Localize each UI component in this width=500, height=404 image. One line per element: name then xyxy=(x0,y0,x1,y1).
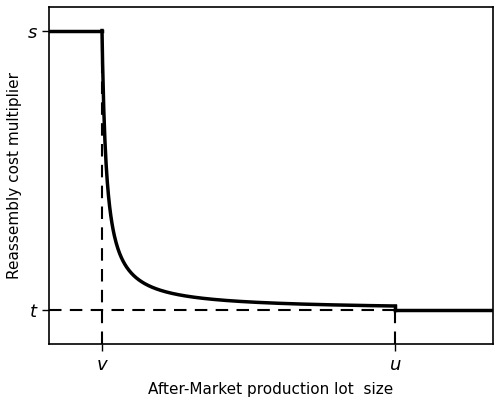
Y-axis label: Reassembly cost multiplier: Reassembly cost multiplier xyxy=(7,72,22,279)
X-axis label: After-Market production lot  size: After-Market production lot size xyxy=(148,382,394,397)
